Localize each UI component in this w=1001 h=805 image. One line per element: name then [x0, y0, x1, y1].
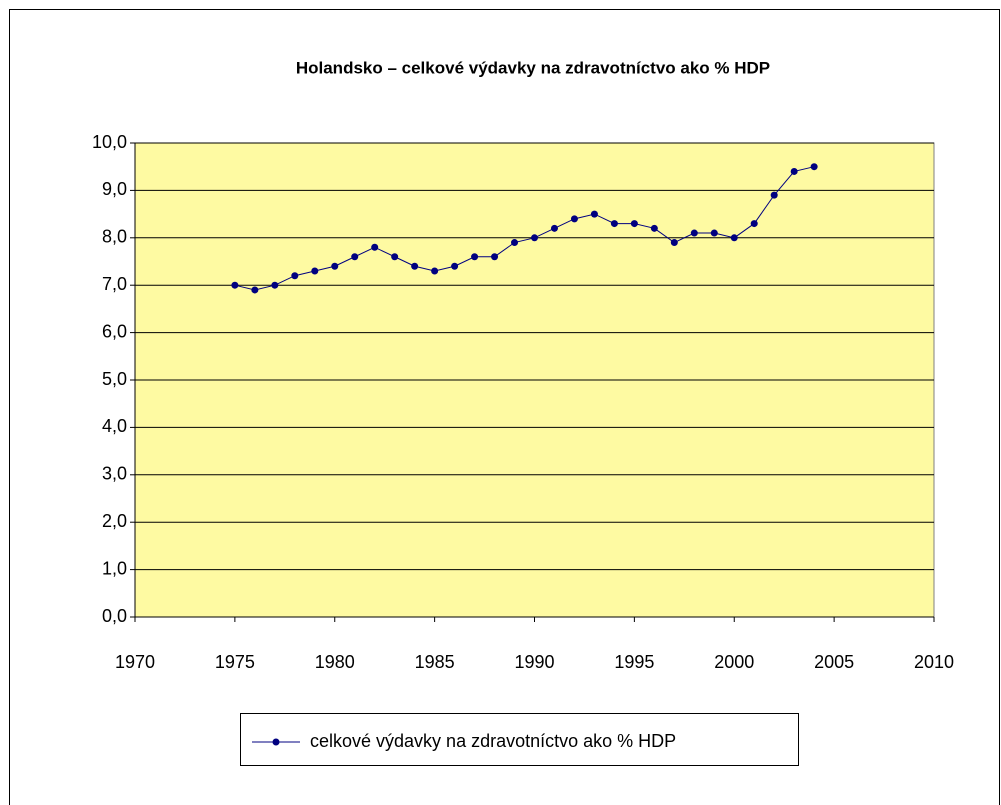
data-point	[531, 234, 538, 242]
x-tick-label: 1995	[614, 652, 654, 672]
y-tick-label: 3,0	[102, 464, 127, 484]
data-point	[710, 229, 718, 237]
x-tick-label: 2010	[914, 652, 954, 672]
data-point	[630, 220, 638, 228]
data-point	[750, 220, 758, 228]
data-point	[431, 267, 439, 275]
x-tick-label: 1980	[315, 652, 355, 672]
x-tick-label: 2000	[714, 652, 754, 672]
y-tick-label: 0,0	[102, 606, 127, 626]
legend-label: celkové výdavky na zdravotníctvo ako % H…	[310, 731, 676, 751]
data-point	[411, 262, 419, 270]
data-point	[311, 267, 319, 275]
data-point	[491, 253, 499, 261]
y-tick-label: 6,0	[102, 321, 127, 341]
data-point	[670, 239, 678, 247]
legend-marker	[272, 738, 280, 746]
data-point	[610, 220, 618, 228]
data-point	[391, 253, 399, 261]
data-point	[570, 215, 578, 223]
data-point	[511, 239, 519, 247]
y-tick-label: 2,0	[102, 511, 127, 531]
data-point	[471, 253, 479, 261]
data-point	[810, 163, 818, 171]
x-tick-label: 1990	[514, 652, 554, 672]
y-tick-label: 8,0	[102, 227, 127, 247]
x-tick-label: 1975	[215, 652, 255, 672]
x-tick-label: 1970	[115, 652, 155, 672]
data-point	[650, 224, 658, 232]
y-tick-label: 10,0	[92, 132, 127, 152]
x-tick-label: 2005	[814, 652, 854, 672]
legend-box	[240, 713, 799, 766]
data-point	[271, 281, 279, 289]
data-point	[770, 191, 778, 199]
data-point	[790, 167, 798, 175]
data-point	[371, 243, 379, 251]
data-point	[730, 234, 738, 242]
y-tick-label: 5,0	[102, 369, 127, 389]
data-point	[451, 262, 459, 270]
y-tick-label: 4,0	[102, 416, 127, 436]
x-tick-label: 1985	[415, 652, 455, 672]
data-point	[291, 272, 299, 280]
y-tick-label: 1,0	[102, 558, 127, 578]
data-point	[231, 281, 239, 289]
data-point	[550, 224, 558, 232]
y-tick-label: 9,0	[102, 179, 127, 199]
y-tick-label: 7,0	[102, 274, 127, 294]
data-point	[690, 229, 698, 237]
data-point	[331, 262, 339, 270]
data-point	[351, 253, 359, 261]
chart-title: Holandsko – celkové výdavky na zdravotní…	[296, 58, 770, 77]
data-point	[251, 286, 259, 294]
data-point	[590, 210, 598, 218]
